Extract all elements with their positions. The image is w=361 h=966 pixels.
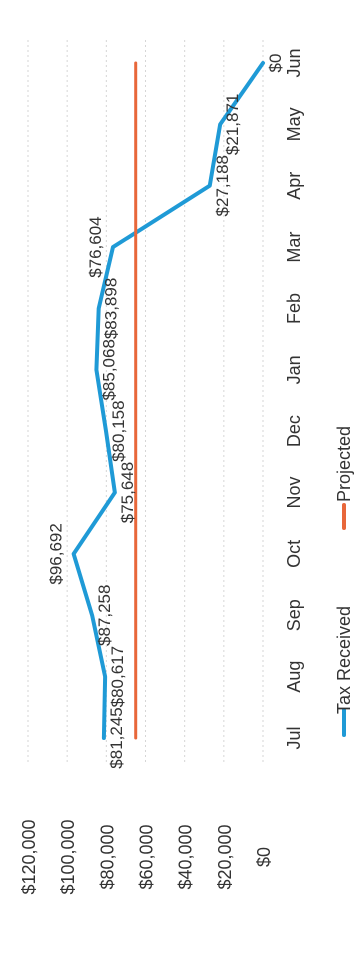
y-tick-label: $20,000: [215, 824, 235, 889]
data-label: $83,898: [102, 278, 121, 339]
x-axis-ticks: Jul Aug Sep Oct Nov Dec Jan Feb Mar Apr May Jun: [284, 48, 304, 749]
data-label: $87,258: [95, 585, 114, 646]
y-tick-label: $0: [254, 847, 274, 867]
y-axis-ticks: $0 $20,000 $40,000 $60,000 $80,000 $100,000 $1…: [19, 819, 274, 894]
x-tick-label: Nov: [284, 477, 304, 509]
x-tick-label: Jun: [284, 48, 304, 77]
x-tick-label: Feb: [284, 293, 304, 324]
x-tick-label: Oct: [284, 540, 304, 568]
x-tick-label: Dec: [284, 415, 304, 447]
gridlines: [27, 40, 264, 762]
x-tick-label: Aug: [284, 661, 304, 693]
data-label: $75,648: [118, 462, 137, 523]
y-tick-label: $40,000: [176, 824, 196, 889]
legend: Tax Received Projected: [334, 426, 354, 737]
y-tick-label: $80,000: [97, 824, 117, 889]
x-tick-label: Mar: [284, 232, 304, 263]
data-label: $80,617: [108, 646, 127, 707]
tax-received-line: [71, 61, 265, 740]
y-tick-label: $60,000: [137, 824, 157, 889]
y-tick-label: $100,000: [58, 819, 78, 894]
data-label: $76,604: [86, 216, 105, 277]
y-tick-label: $120,000: [19, 819, 39, 894]
x-tick-label: Jul: [284, 726, 304, 749]
series-layer: [71, 61, 265, 740]
x-tick-label: Jan: [284, 355, 304, 384]
data-label: $85,068: [99, 339, 118, 400]
x-tick-label: Apr: [284, 172, 304, 200]
data-label: $27,188: [213, 155, 232, 216]
data-labels: $81,245$80,617$87,258 $96,692 $75,648$80,1…: [47, 54, 285, 769]
data-label: $0: [266, 54, 285, 73]
data-label: $96,692: [47, 523, 66, 584]
x-tick-label: May: [284, 107, 304, 141]
data-label: $80,158: [109, 400, 128, 461]
data-label: $21,871: [223, 94, 242, 155]
x-tick-label: Sep: [284, 599, 304, 631]
legend-tax-received-label: Tax Received: [334, 606, 354, 714]
legend-projected-label: Projected: [334, 426, 354, 502]
data-label: $81,245: [107, 707, 126, 768]
